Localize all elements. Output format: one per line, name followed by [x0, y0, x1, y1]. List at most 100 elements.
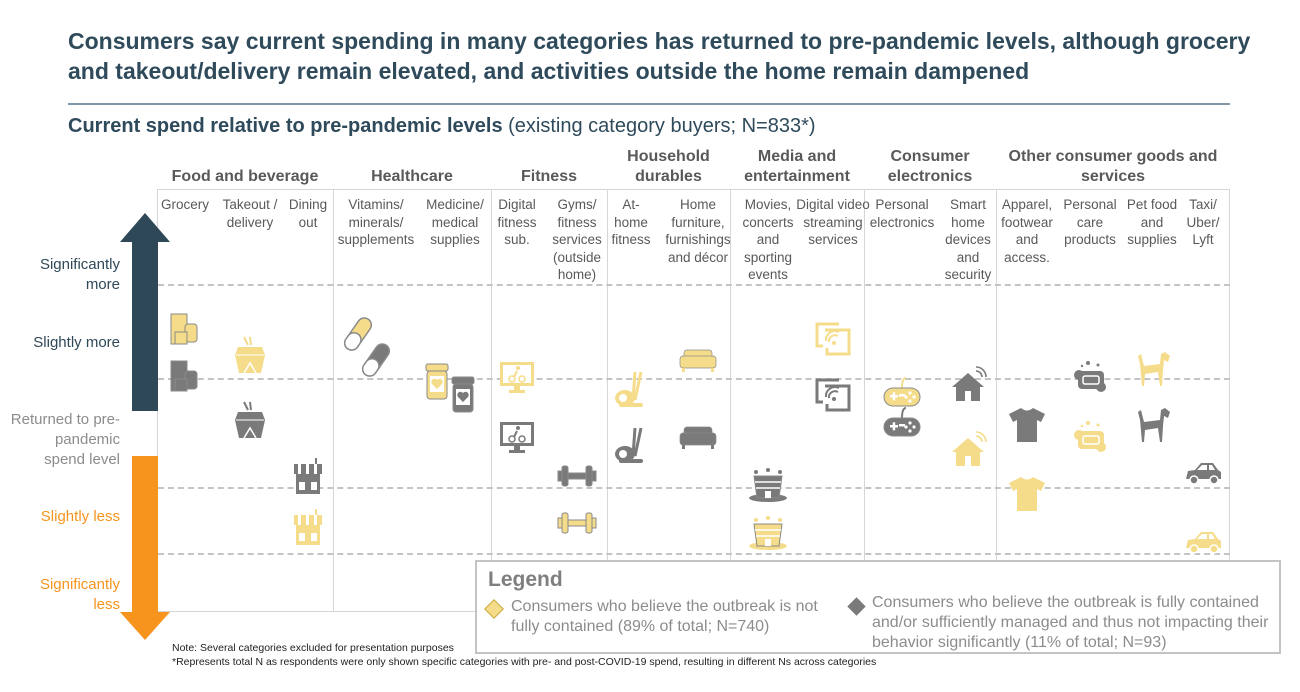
grocery-contained-marker: [165, 357, 205, 397]
restaurant-icon: [294, 509, 322, 546]
diamond-yellow-icon: [484, 599, 504, 619]
group-header: Fitness: [520, 168, 577, 185]
t-shirt-contained-marker: [1007, 404, 1047, 444]
category-label: Digital fitness sub.: [497, 197, 537, 247]
slide-title: Consumers say current spending in many c…: [68, 28, 1251, 84]
screen-cast-icon: [815, 322, 851, 356]
diamond-gray-icon: [847, 597, 866, 616]
dog-contained-marker: [1132, 404, 1172, 444]
screen-cast-icon: [815, 378, 851, 412]
footnote: Note: Several categories excluded for pr…: [172, 642, 454, 654]
stadium-not-contained-marker: [748, 512, 788, 552]
soap-icon: [1074, 360, 1106, 392]
group-header: Other consumer goods and services: [1008, 148, 1218, 185]
game-controller-contained-marker: [882, 404, 922, 444]
game-controller-icon: [883, 377, 921, 407]
group-divider: [730, 189, 731, 612]
legend: Legend Consumers who believe the outbrea…: [475, 560, 1281, 654]
category-label: Vitamins/ minerals/ supplements: [337, 197, 415, 247]
elliptical-not-contained-marker: [611, 370, 651, 410]
dumbbell-icon: [557, 512, 597, 534]
footnote-asterisk: *Represents total N as respondents were …: [172, 656, 877, 668]
y-axis-label: Slightly more: [33, 334, 120, 351]
y-axis-label: Significantly more: [39, 256, 120, 293]
level-gridline: [158, 378, 1230, 380]
screen-cast-not-contained-marker: [813, 318, 853, 358]
game-controller-icon: [883, 407, 921, 437]
smart-home-icon: [952, 431, 987, 466]
subtitle-bold: Current spend relative to pre-pandemic l…: [68, 115, 503, 137]
dog-not-contained-marker: [1132, 348, 1172, 388]
soap-icon: [1074, 421, 1106, 452]
dog-icon: [1138, 352, 1170, 387]
takeout-box-icon: [235, 401, 265, 439]
game-controller-not-contained-marker: [882, 374, 922, 414]
elliptical-icon: [615, 371, 643, 407]
category-label: Personal electronics: [869, 197, 935, 230]
category-label: Apparel, footwear and access.: [1001, 197, 1053, 265]
category-label: Home furniture, furnishings and décor: [665, 197, 731, 265]
dumbbell-not-contained-marker: [557, 503, 597, 543]
group-divider: [333, 189, 334, 612]
category-label: Smart home devices and security: [944, 197, 992, 282]
soap-contained-marker: [1070, 357, 1110, 397]
category-label: Taxi/ Uber/ Lyft: [1186, 197, 1220, 247]
pill-capsule-not-contained-marker: [338, 314, 378, 354]
smart-home-contained-marker: [948, 365, 988, 405]
category-label: Personal care products: [1063, 197, 1117, 247]
stadium-icon: [749, 515, 787, 550]
title-divider: [68, 103, 1230, 105]
dumbbell-contained-marker: [557, 456, 597, 496]
sofa-icon: [679, 426, 717, 449]
group-header: Food and beverage: [171, 168, 319, 185]
category-label: Takeout / delivery: [222, 197, 278, 230]
legend-not-contained: Consumers who believe the outbreak is no…: [511, 598, 818, 635]
subtitle-rest: (existing category buyers; N=833*): [502, 115, 816, 137]
category-label: Pet food and supplies: [1126, 197, 1178, 247]
restaurant-icon: [294, 457, 322, 494]
medicine-bottle-not-contained-marker: [417, 361, 457, 401]
cycling-monitor-icon: [500, 361, 534, 393]
y-axis-label: Slightly less: [40, 508, 120, 525]
elliptical-icon: [615, 427, 643, 463]
group-header: Healthcare: [371, 168, 453, 185]
legend-contained: Consumers who believe the outbreak is fu…: [872, 594, 1269, 651]
car-contained-marker: [1183, 451, 1223, 491]
medicine-bottle-icon: [451, 376, 475, 413]
level-gridline: [158, 553, 1230, 555]
dumbbell-icon: [557, 465, 597, 487]
category-label: Grocery: [160, 197, 209, 212]
level-gridline: [158, 284, 1230, 286]
soap-not-contained-marker: [1070, 417, 1110, 457]
stadium-contained-marker: [748, 464, 788, 504]
pill-capsule-icon: [343, 317, 373, 351]
y-axis-label: Returned to pre-pandemic spend level: [10, 411, 120, 468]
category-label: Movies, concerts and sporting events: [742, 197, 794, 282]
group-header: Media and entertainment: [744, 148, 850, 185]
car-icon: [1186, 532, 1221, 554]
grocery-not-contained-marker: [165, 310, 205, 350]
t-shirt-not-contained-marker: [1007, 473, 1047, 513]
stadium-icon: [749, 468, 787, 503]
dog-icon: [1138, 408, 1170, 443]
group-divider: [491, 189, 492, 612]
elliptical-contained-marker: [611, 426, 651, 466]
group-divider: [607, 189, 608, 612]
car-not-contained-marker: [1183, 520, 1223, 560]
takeout-box-contained-marker: [230, 400, 270, 440]
category-label: Digital video streaming services: [796, 197, 870, 247]
category-label: Dining out: [288, 197, 328, 230]
takeout-box-icon: [235, 336, 265, 374]
group-header: Household durables: [627, 148, 710, 185]
car-icon: [1186, 463, 1221, 486]
pill-capsule-contained-marker: [356, 340, 396, 380]
grocery-icon: [170, 313, 198, 344]
restaurant-not-contained-marker: [288, 507, 328, 547]
sofa-icon: [679, 349, 717, 372]
medicine-bottle-contained-marker: [443, 374, 483, 414]
smart-home-not-contained-marker: [948, 430, 988, 470]
cycling-monitor-not-contained-marker: [497, 357, 537, 397]
screen-cast-contained-marker: [813, 374, 853, 414]
restaurant-contained-marker: [288, 456, 328, 496]
level-gridline: [158, 487, 1230, 489]
